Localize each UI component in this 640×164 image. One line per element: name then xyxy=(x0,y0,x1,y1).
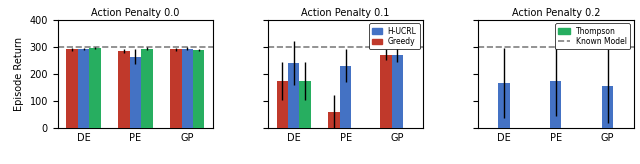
Bar xyxy=(602,86,613,128)
Legend: H-UCRL, Greedy: H-UCRL, Greedy xyxy=(369,23,420,49)
Bar xyxy=(380,55,392,128)
Bar xyxy=(550,81,561,128)
Bar xyxy=(276,81,288,128)
Bar xyxy=(288,63,300,128)
Bar xyxy=(118,51,130,128)
Bar xyxy=(141,49,152,128)
Bar xyxy=(89,48,100,128)
Bar xyxy=(130,57,141,128)
Bar xyxy=(182,49,193,128)
Title: Action Penalty 0.2: Action Penalty 0.2 xyxy=(511,8,600,18)
Bar xyxy=(340,66,351,128)
Bar xyxy=(67,50,78,128)
Bar xyxy=(300,81,311,128)
Bar xyxy=(498,83,509,128)
Bar xyxy=(392,55,403,128)
Y-axis label: Episode Return: Episode Return xyxy=(14,37,24,111)
Bar xyxy=(78,49,89,128)
Title: Action Penalty 0.1: Action Penalty 0.1 xyxy=(301,8,390,18)
Bar xyxy=(170,50,182,128)
Title: Action Penalty 0.0: Action Penalty 0.0 xyxy=(92,8,180,18)
Legend: Thompson, Known Model: Thompson, Known Model xyxy=(555,23,630,49)
Bar xyxy=(193,50,204,128)
Bar xyxy=(328,112,340,128)
